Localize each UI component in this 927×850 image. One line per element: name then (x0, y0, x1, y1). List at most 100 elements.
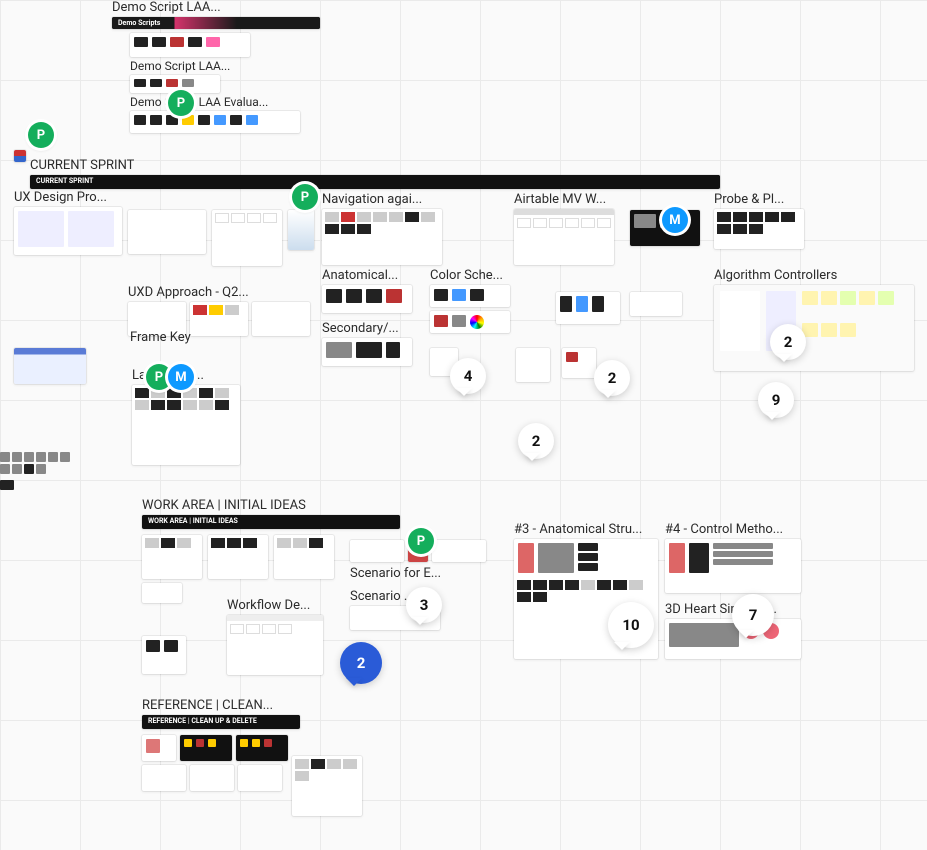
frame-anatomical[interactable]: Anatomical... (322, 268, 412, 313)
card-misc-m4[interactable] (516, 348, 550, 382)
card-airtable[interactable] (514, 209, 614, 265)
comment-bubble-algo9[interactable]: 9 (758, 382, 794, 418)
comment-bubble-7[interactable]: 7 (732, 594, 774, 636)
card-anat[interactable] (322, 285, 412, 313)
card-blue-panel[interactable] (14, 348, 86, 384)
frame-sub2-label: Demo Script LAA Evalua... (130, 95, 268, 109)
bubble-count: 2 (608, 369, 617, 387)
frame-label: Secondary/... (322, 321, 399, 336)
comment-bubble-algo2[interactable]: 2 (770, 324, 806, 360)
card-work-1[interactable] (142, 535, 202, 579)
bubble-count: 4 (464, 367, 473, 385)
frame-probe[interactable]: Probe & Pl... (714, 192, 804, 249)
card-probe[interactable] (714, 209, 804, 249)
frame-demo-script[interactable]: Demo Script LAA... Demo Scripts Demo Scr… (112, 0, 320, 133)
card-demo-banner[interactable]: Demo Scripts (112, 17, 320, 29)
avatar-m-layout[interactable]: M (168, 364, 194, 390)
card-ctrl4[interactable] (665, 539, 801, 593)
bubble-count: 10 (622, 616, 639, 634)
card-misc-m1[interactable] (556, 292, 620, 324)
card-algo[interactable] (714, 285, 914, 371)
frame-label: Scenario for E... (350, 566, 441, 581)
frame-label: Color Sche... (430, 268, 503, 283)
avatar-p-demo[interactable]: P (168, 90, 194, 116)
bubble-count: 7 (749, 606, 758, 624)
ref-banner[interactable]: REFERENCE | CLEAN UP & DELETE (142, 715, 300, 729)
frame-color-scheme[interactable]: Color Sche... (430, 268, 510, 333)
frame-label: Probe & Pl... (714, 192, 784, 207)
frame-navigation[interactable]: Navigation agai... (322, 192, 442, 265)
frame-label: Workflow De... (227, 598, 310, 613)
card-3d-heart[interactable] (665, 619, 801, 659)
comment-bubble-3[interactable]: 3 (406, 587, 442, 623)
frame-label: Anatomical... (322, 268, 398, 283)
card-ux-right3[interactable] (288, 210, 314, 250)
frame-uxd-approach[interactable]: UXD Approach - Q2... (128, 285, 310, 336)
card-color-2[interactable] (430, 311, 510, 333)
frame-secondary[interactable]: Secondary/... (322, 321, 412, 366)
frame-label: Frame Key (130, 330, 191, 345)
frame-label: WORK AREA | INITIAL IDEAS (142, 498, 306, 513)
card-work-small[interactable] (142, 583, 182, 603)
frame-label: UX Design Pro... (14, 190, 107, 205)
comment-bubble-2a[interactable]: 2 (594, 360, 630, 396)
frame-label: Demo Script LAA... (112, 0, 221, 15)
bubble-count: 9 (772, 391, 781, 409)
card-ux[interactable] (14, 207, 122, 255)
comment-bubble-4[interactable]: 4 (450, 358, 486, 394)
avatar-p-work[interactable]: P (408, 528, 434, 554)
frame-label: Airtable MV W... (514, 192, 606, 207)
comment-bubble-10[interactable]: 10 (608, 602, 654, 648)
frame-airtable[interactable]: Airtable MV W... (514, 192, 614, 265)
card-ux-right[interactable] (128, 210, 206, 254)
card-secondary[interactable] (322, 338, 412, 366)
card-workflow[interactable] (227, 615, 323, 675)
frame-reference[interactable]: REFERENCE | CLEAN... REFERENCE | CLEAN U… (142, 698, 300, 791)
card-layout[interactable] (132, 385, 240, 465)
card-work-2[interactable] (208, 535, 268, 579)
card-misc-m2[interactable] (630, 292, 682, 316)
card-scn-3[interactable] (432, 540, 486, 562)
card-scn-1[interactable] (350, 540, 404, 562)
card-misc-m5[interactable] (562, 348, 596, 378)
current-banner-wide[interactable]: CURRENT SPRINT (30, 175, 720, 189)
card-ref-1[interactable] (142, 735, 176, 761)
frame-label: #4 - Control Metho... (665, 522, 783, 537)
frame-ux-design[interactable]: UX Design Pro... (14, 190, 122, 255)
card-workflow-left[interactable] (142, 636, 186, 674)
frame-current-sprint[interactable]: CURRENT SPRINT CURRENT SPRINT (30, 158, 720, 189)
frame-frame-key[interactable]: Frame Key (130, 330, 191, 347)
current-banner-text: CURRENT SPRINT (30, 175, 720, 187)
card-uxd-3[interactable] (252, 302, 310, 336)
card-nav[interactable] (322, 209, 442, 265)
card-ref-side[interactable] (292, 756, 362, 816)
work-banner[interactable]: WORK AREA | INITIAL IDEAS (142, 515, 400, 529)
bubble-count: 3 (420, 596, 429, 614)
card-ux-right2[interactable] (212, 210, 282, 266)
card-demo-strip[interactable] (130, 111, 300, 133)
frame-label: Algorithm Controllers (714, 268, 837, 283)
misc-strip (0, 452, 110, 490)
comment-bubble-2b[interactable]: 2 (518, 423, 554, 459)
bubble-count: 2 (532, 432, 541, 450)
card-ref-row2b[interactable] (190, 765, 234, 791)
avatar-p-current[interactable]: P (292, 184, 318, 210)
card-ref-2[interactable] (180, 735, 232, 761)
frame-sub1-label: Demo Script LAA... (130, 59, 230, 73)
frame-ctrl4[interactable]: #4 - Control Metho... (665, 522, 801, 593)
card-demo-sub1[interactable] (130, 33, 250, 57)
card-color-1[interactable] (430, 285, 510, 307)
frame-workflow[interactable]: Workflow De... (227, 598, 323, 675)
comment-bubble-blue2[interactable]: 2 (340, 642, 382, 684)
card-ref-row2a[interactable] (142, 765, 186, 791)
avatar-m-airtable[interactable]: M (662, 207, 688, 233)
card-ref-row2c[interactable] (238, 765, 282, 791)
card-uxd-2[interactable] (190, 302, 248, 336)
card-work-3[interactable] (274, 535, 334, 579)
frame-algorithm[interactable]: Algorithm Controllers (714, 268, 914, 371)
avatar-p-top[interactable]: P (28, 122, 54, 148)
card-ref-3[interactable] (236, 735, 288, 761)
bubble-count: 2 (784, 333, 793, 351)
demo-banner: Demo Scripts (112, 17, 320, 29)
frame-label: UXD Approach - Q2... (128, 285, 249, 300)
